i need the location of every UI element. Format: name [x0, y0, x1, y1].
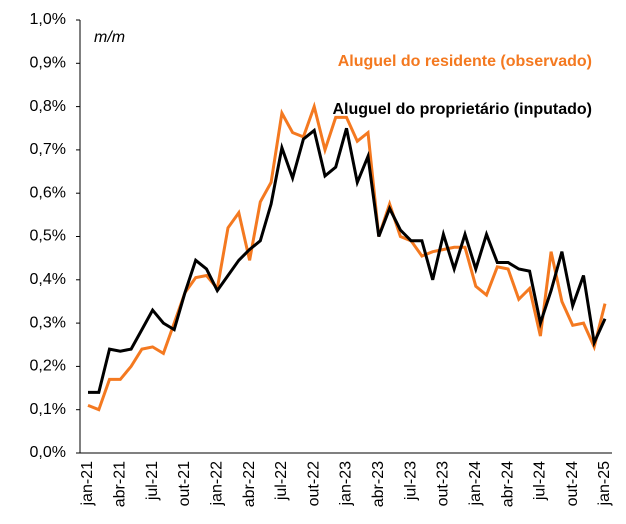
y-tick-label: 0,9% [30, 55, 66, 72]
series-line [88, 127, 607, 394]
x-tick-label: abr-22 [241, 461, 258, 507]
series-line [87, 101, 607, 412]
x-tick-label: jan-23 [338, 461, 355, 507]
x-tick-label: abr-23 [370, 461, 387, 507]
legend-entry: Aluguel do residente (observado) [337, 53, 592, 70]
y-tick-label: 0,0% [30, 444, 66, 461]
y-tick-label: 0,7% [30, 141, 66, 158]
y-tick-label: 0,1% [30, 401, 66, 418]
y-tick-label: 0,5% [30, 228, 66, 245]
x-tick-label: jul-23 [402, 461, 419, 501]
x-tick-label: out-23 [435, 461, 452, 506]
x-tick-label: jan-24 [467, 461, 484, 507]
x-tick-label: out-21 [176, 461, 193, 506]
x-tick-label: abr-24 [499, 461, 516, 507]
legend-entry: Aluguel do proprietário (inputado) [332, 101, 592, 118]
x-tick-label: jan-21 [79, 461, 96, 507]
x-tick-label: jul-22 [273, 461, 290, 501]
y-tick-label: 0,3% [30, 314, 66, 331]
y-tick-label: 0,8% [30, 98, 66, 115]
y-tick-label: 0,2% [30, 358, 66, 375]
x-tick-label: jul-21 [144, 461, 161, 501]
y-tick-label: 1,0% [30, 11, 66, 28]
x-tick-label: jul-24 [532, 461, 549, 501]
y-tick-label: 0,4% [30, 271, 66, 288]
x-tick-label: jan-25 [596, 461, 613, 507]
annotation: m/m [94, 29, 125, 46]
x-tick-label: out-24 [564, 461, 581, 506]
x-tick-label: abr-21 [112, 461, 129, 507]
x-tick-label: out-22 [305, 461, 322, 506]
y-tick-label: 0,6% [30, 184, 66, 201]
x-tick-label: jan-22 [208, 461, 225, 507]
